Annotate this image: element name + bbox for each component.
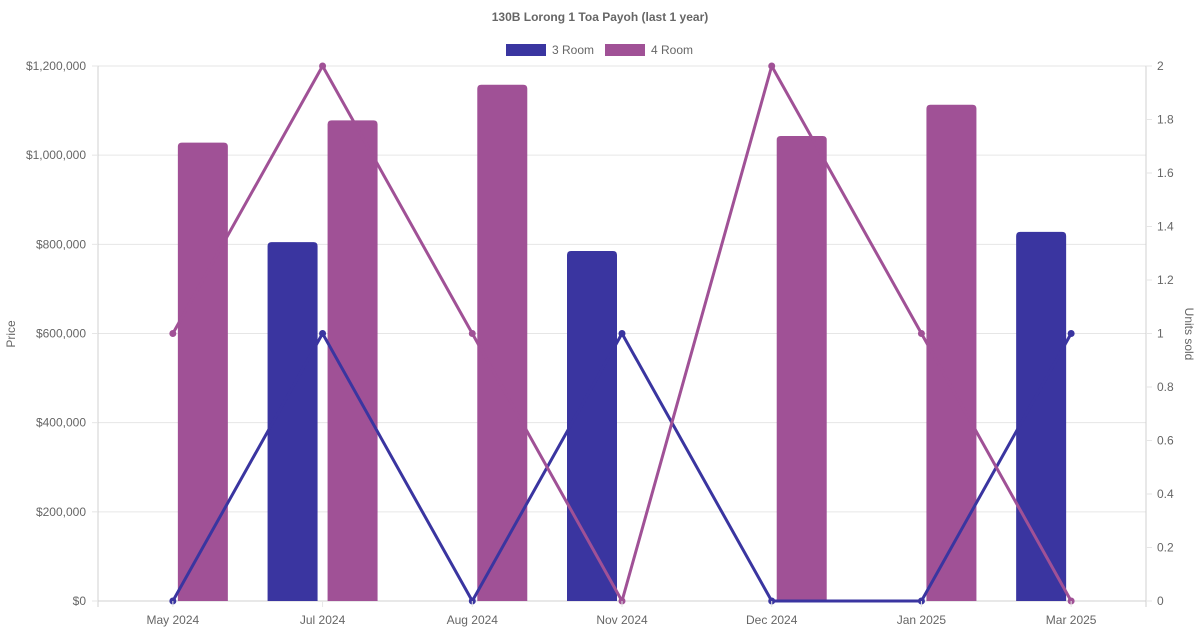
right-tick-label: 1.2	[1157, 273, 1174, 287]
x-tick-label: Aug 2024	[447, 613, 499, 627]
right-tick-label: 0.8	[1157, 380, 1174, 394]
chart-title: 130B Lorong 1 Toa Payoh (last 1 year)	[492, 10, 709, 24]
right-tick-label: 2	[1157, 59, 1164, 73]
right-tick-label: 0	[1157, 594, 1164, 608]
x-tick-label: Dec 2024	[746, 613, 798, 627]
left-tick-label: $200,000	[36, 505, 86, 519]
left-tick-label: $800,000	[36, 237, 86, 251]
legend-label: 4 Room	[651, 43, 693, 57]
right-tick-label: 0.4	[1157, 487, 1174, 501]
legend-label: 3 Room	[552, 43, 594, 57]
x-axis: May 2024 Jul 2024 Aug 2024 Nov 2024 Dec 2024…	[147, 601, 1097, 627]
x-tick-label: May 2024	[147, 613, 200, 627]
right-axis: 0 0.2 0.4 0.6 0.8 1 1.2 1.4 1.6 1.8 2	[1146, 59, 1174, 608]
x-tick-label: Nov 2024	[596, 613, 648, 627]
right-tick-label: 1.6	[1157, 166, 1174, 180]
right-tick-label: 1	[1157, 327, 1164, 341]
bar[interactable]	[567, 251, 617, 602]
line-point[interactable]	[468, 330, 476, 337]
x-tick-label: Mar 2025	[1046, 613, 1097, 627]
line-point[interactable]	[319, 330, 327, 337]
left-tick-label: $400,000	[36, 416, 86, 430]
left-tick-label: $0	[73, 594, 87, 608]
left-tick-label: $1,200,000	[26, 59, 86, 73]
bar[interactable]	[267, 242, 318, 601]
bar[interactable]	[177, 142, 228, 601]
left-tick-label: $600,000	[36, 327, 86, 341]
legend-swatch	[605, 44, 645, 56]
right-tick-label: 1.4	[1157, 220, 1174, 234]
left-axis-title: Price	[4, 320, 18, 348]
line-point[interactable]	[618, 330, 626, 337]
right-tick-label: 0.6	[1157, 434, 1174, 448]
line-point[interactable]	[768, 62, 776, 70]
line-point[interactable]	[1067, 330, 1075, 337]
right-axis-title: Units sold	[1182, 308, 1196, 361]
legend-swatch	[506, 44, 546, 56]
line-point[interactable]	[319, 62, 327, 70]
bar[interactable]	[327, 120, 378, 602]
legend-item[interactable]: 4 Room	[605, 43, 693, 57]
bar[interactable]	[1016, 231, 1067, 601]
bars	[177, 84, 1067, 602]
left-axis: $0 $200,000 $400,000 $600,000 $800,000 $1,000…	[26, 59, 98, 608]
x-tick-label: Jul 2024	[300, 613, 346, 627]
bar[interactable]	[926, 104, 977, 601]
right-tick-label: 0.2	[1157, 541, 1174, 555]
line-point[interactable]	[917, 330, 925, 337]
legend-item[interactable]: 3 Room	[506, 43, 594, 57]
right-tick-label: 1.8	[1157, 113, 1174, 127]
legend[interactable]: 3 Room 4 Room	[506, 43, 693, 57]
bar[interactable]	[776, 135, 827, 601]
bar[interactable]	[477, 84, 528, 602]
x-tick-label: Jan 2025	[897, 613, 947, 627]
left-tick-label: $1,000,000	[26, 148, 86, 162]
line-point[interactable]	[169, 330, 177, 337]
